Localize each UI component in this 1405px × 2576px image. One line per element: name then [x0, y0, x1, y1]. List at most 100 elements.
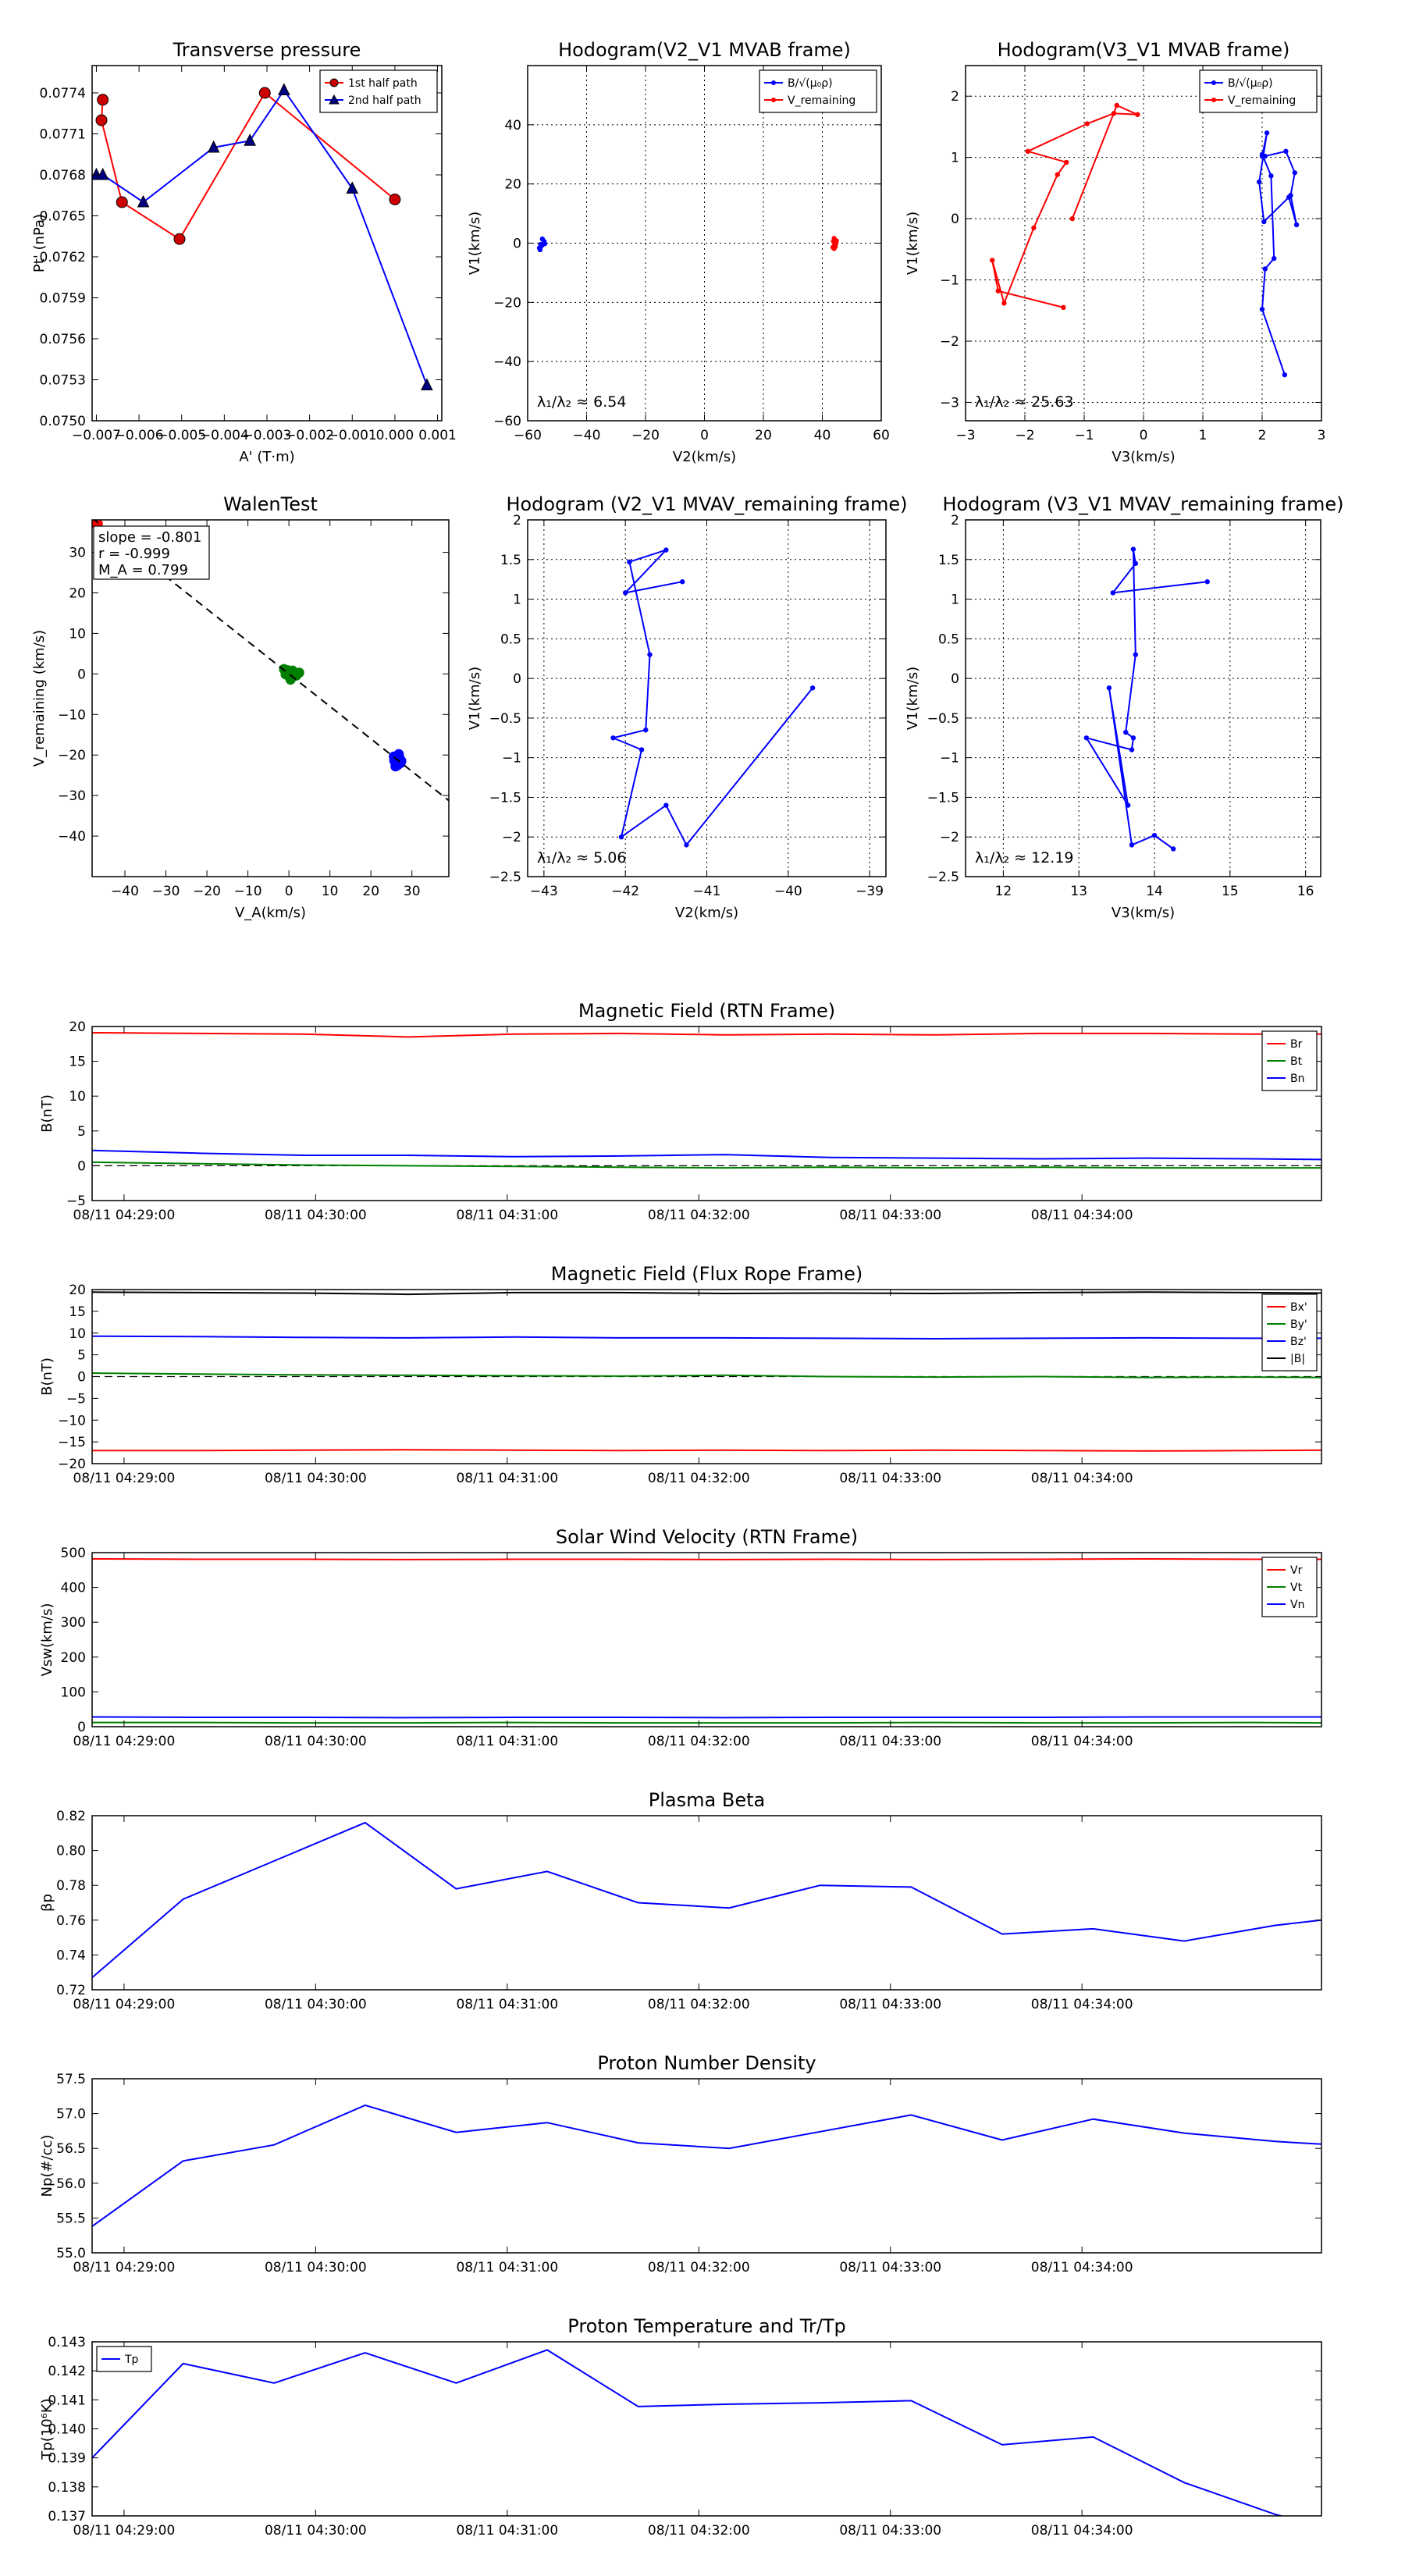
y-axis-label: V_remaining (km/s) — [31, 630, 48, 767]
ticks — [92, 1552, 1321, 1727]
y-tick-label: 0.76 — [56, 1913, 86, 1929]
legend-label: Bx' — [1290, 1301, 1307, 1314]
annotation-line: r = -0.999 — [98, 546, 170, 562]
chart-transverse_pressure: Transverse pressure−0.007−0.006−0.005−0.… — [31, 39, 457, 465]
y-tick-label: −1 — [940, 751, 959, 767]
y-tick-label: 300 — [61, 1615, 86, 1631]
y-tick-label: 0.138 — [48, 2480, 86, 2496]
chart-title: Hodogram(V3_V1 MVAB frame) — [998, 39, 1290, 61]
legend: Br Bt Bn — [1261, 1030, 1318, 1091]
data-point — [663, 802, 669, 808]
data-point — [643, 727, 649, 733]
y-axis-label: Tp(10⁶K) — [39, 2398, 55, 2460]
y-tick-label: −2.5 — [489, 870, 521, 885]
y-tick-label: −0.5 — [927, 711, 959, 727]
legend-marker — [1211, 80, 1216, 85]
x-tick-label: 08/11 04:33:00 — [839, 1208, 941, 1223]
data-point — [663, 547, 669, 553]
legend-label: B/√(μ₀ρ) — [788, 77, 833, 90]
data-point — [1135, 112, 1140, 117]
x-axis-label: V2(km/s) — [673, 449, 736, 465]
ticks — [965, 66, 1322, 421]
y-tick-label: 0.0774 — [40, 86, 86, 101]
series-line-vr — [92, 1557, 1321, 1560]
data-point — [1061, 304, 1066, 311]
data-point — [258, 87, 271, 99]
x-tick-label: −0.001 — [328, 428, 377, 443]
legend: B/√(μ₀ρ) V_remaining — [1199, 69, 1318, 113]
chart-mag_fluxrope: Magnetic Field (Flux Rope Frame) 08/11 04… — [39, 1263, 1322, 1486]
legend-label: Vn — [1290, 1599, 1304, 1611]
y-tick-label: 57.0 — [56, 2107, 86, 2122]
x-tick-label: −0.002 — [285, 428, 334, 443]
data-point — [539, 236, 546, 242]
x-tick-label: −2 — [1015, 428, 1034, 443]
legend-label: Br — [1290, 1038, 1303, 1051]
data-point — [1110, 590, 1115, 596]
ticks — [527, 66, 882, 422]
data-layer — [92, 1032, 1321, 1169]
data-point — [96, 167, 109, 180]
y-tick-label: 0 — [951, 671, 959, 687]
data-point — [1114, 102, 1120, 109]
x-tick-label: 08/11 04:32:00 — [648, 1471, 750, 1486]
data-point — [1204, 579, 1210, 585]
data-point — [278, 83, 290, 95]
x-tick-label: 08/11 04:31:00 — [456, 2523, 558, 2539]
data-point — [1055, 172, 1061, 177]
y-tick-label: −30 — [58, 788, 86, 804]
plot-frame — [91, 519, 450, 877]
plot-frame — [91, 65, 443, 422]
series-line-tp — [92, 2349, 1285, 2516]
legend-box — [1199, 69, 1318, 113]
legend-marker — [329, 78, 339, 87]
legend-box — [319, 69, 438, 113]
x-tick-label: 08/11 04:34:00 — [1031, 1208, 1133, 1223]
fit-line — [93, 520, 449, 802]
chart-proton_density: Proton Number Density 08/11 04:29:00 08/11… — [39, 2052, 1322, 2275]
plot-frame — [91, 2341, 1322, 2517]
x-tick-label: −20 — [193, 884, 221, 899]
ticks — [92, 1026, 1321, 1201]
x-tick-label: 30 — [404, 884, 421, 899]
legend-marker — [329, 94, 340, 105]
data-point — [1130, 735, 1136, 741]
x-tick-label: 08/11 04:32:00 — [648, 1734, 750, 1749]
y-tick-label: 15 — [69, 1304, 86, 1320]
chart-hodogram_v2v1_mvab: Hodogram(V2_V1 MVAB frame) −60 −40 −20 0 20 40… — [467, 39, 890, 465]
y-tick-label: 56.5 — [56, 2141, 86, 2157]
x-tick-label: 16 — [1297, 884, 1314, 899]
chart-title: Transverse pressure — [173, 39, 361, 61]
y-tick-label: 0 — [951, 212, 959, 227]
y-tick-label: −2 — [502, 830, 521, 845]
y-tick-label: 10 — [69, 1326, 86, 1342]
x-tick-label: 08/11 04:30:00 — [265, 2260, 367, 2275]
legend: Bx' By' Bz' |B| — [1261, 1293, 1318, 1372]
data-point — [1264, 130, 1270, 136]
x-tick-label: 08/11 04:29:00 — [73, 1997, 176, 2012]
x-tick-label: 08/11 04:32:00 — [648, 2260, 750, 2275]
data-layer — [92, 83, 433, 390]
legend-marker — [771, 80, 776, 85]
y-tick-label: 20 — [69, 585, 86, 601]
data-point — [1111, 110, 1117, 116]
y-tick-label: 0.0750 — [40, 414, 86, 429]
series-line-bn — [92, 1149, 1321, 1161]
data-point — [1129, 842, 1135, 848]
grid-lines — [528, 66, 881, 421]
data-point — [1292, 170, 1298, 176]
y-tick-label: 10 — [69, 626, 86, 642]
y-tick-label: −10 — [58, 1413, 86, 1429]
data-point — [389, 194, 401, 205]
plot-frame — [91, 1552, 1322, 1727]
y-tick-label: 0.0759 — [40, 291, 86, 307]
data-point — [280, 669, 291, 680]
legend-label: Tp — [124, 2354, 139, 2366]
ticks — [92, 1815, 1321, 1991]
y-tick-label: 5 — [77, 1348, 86, 1364]
y-axis-label: Vsw(km/s) — [39, 1603, 55, 1677]
y-tick-label: 0.74 — [56, 1948, 86, 1963]
x-tick-label: 08/11 04:29:00 — [73, 2260, 176, 2275]
x-tick-label: 0 — [1140, 428, 1148, 443]
ratio-annotation: λ₁/λ₂ ≈ 5.06 — [537, 849, 626, 866]
